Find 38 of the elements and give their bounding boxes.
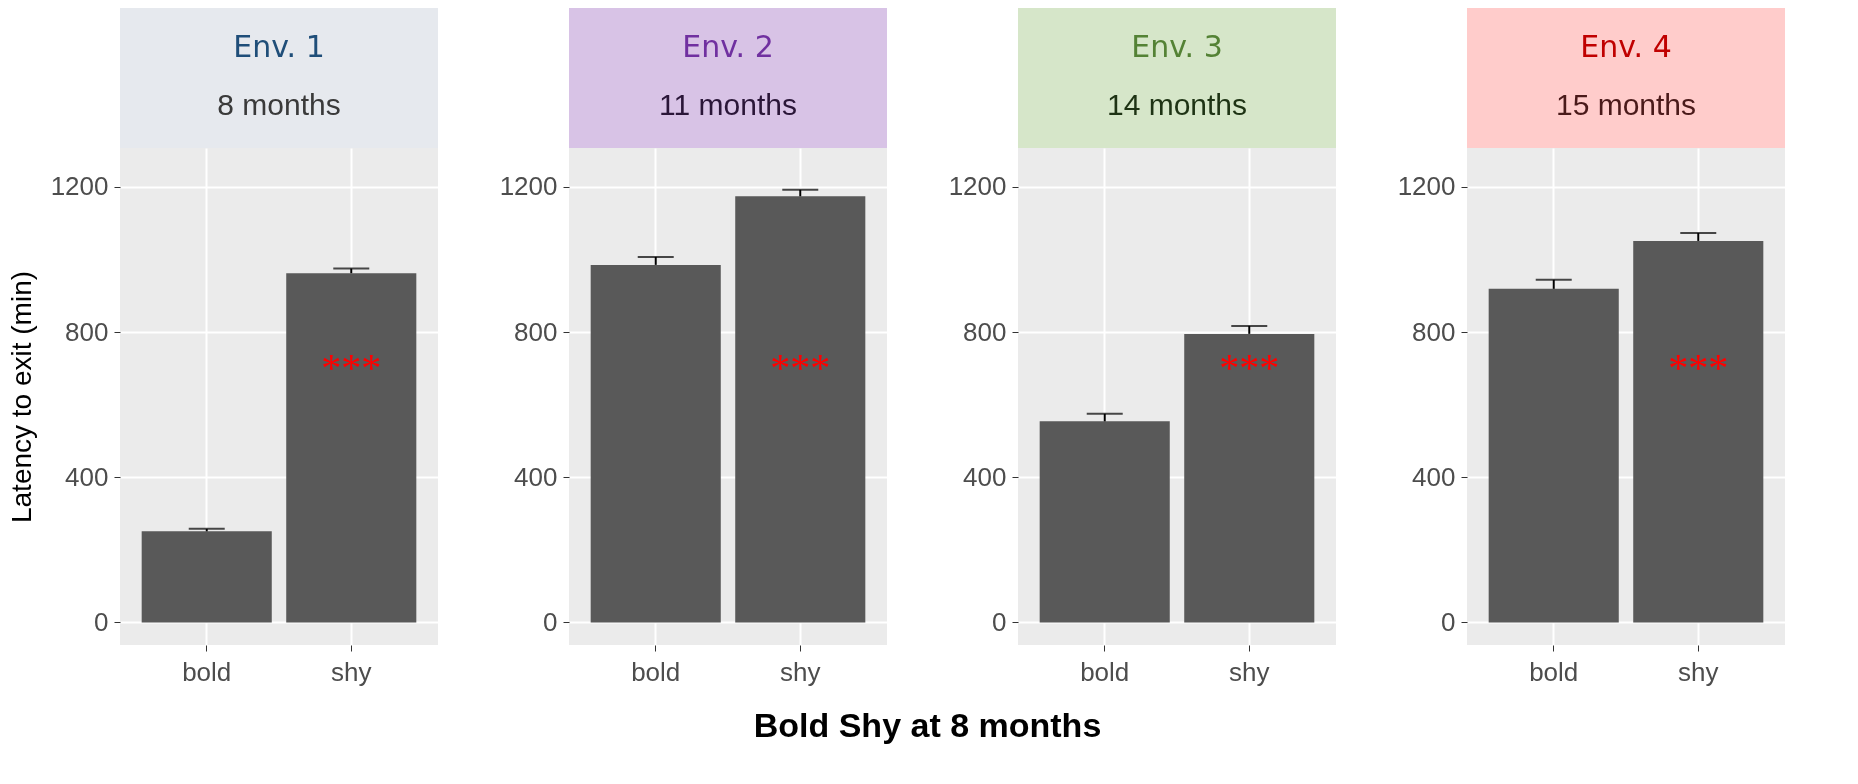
x-tick-label: bold: [1529, 656, 1579, 687]
y-tick-label: 1200: [1397, 171, 1456, 202]
x-tick-label: shy: [331, 656, 372, 687]
chart-subtitle: 15 months: [1555, 88, 1697, 121]
y-tick-label: 800: [1412, 316, 1456, 347]
chart-subtitle: 14 months: [1106, 88, 1248, 121]
y-tick-label: 800: [963, 316, 1007, 347]
chart-title: Env. 2: [682, 29, 774, 64]
x-tick-label: bold: [631, 656, 681, 687]
y-tick-label: 400: [65, 461, 109, 492]
y-tick-label: 0: [992, 606, 1007, 637]
chart-subtitle: 11 months: [659, 88, 797, 121]
y-tick-label: 1200: [948, 171, 1007, 202]
annotation: ***: [321, 345, 382, 391]
y-tick-label: 400: [514, 461, 558, 492]
y-tick-label: 0: [1441, 606, 1456, 637]
x-axis-title: Bold Shy at 8 months: [753, 705, 1102, 744]
annotation: ***: [1219, 345, 1280, 391]
y-axis-title: Latency to exit (min): [5, 270, 37, 524]
annotation: ***: [1668, 345, 1729, 391]
y-tick-label: 1200: [499, 171, 558, 202]
y-tick-label: 0: [94, 606, 109, 637]
chart-title: Env. 3: [1131, 29, 1223, 64]
y-tick-label: 400: [963, 461, 1007, 492]
y-tick-label: 800: [65, 316, 109, 347]
y-tick-label: 0: [543, 606, 558, 637]
y-tick-label: 800: [514, 316, 558, 347]
x-tick-label: shy: [1229, 656, 1270, 687]
y-tick-label: 1200: [50, 171, 109, 202]
chart-subtitle: 8 months: [217, 88, 341, 121]
chart-title: Env. 1: [233, 29, 325, 64]
x-tick-label: bold: [182, 656, 232, 687]
x-tick-label: shy: [780, 656, 821, 687]
x-tick-label: shy: [1678, 656, 1719, 687]
chart-title: Env. 4: [1580, 29, 1672, 64]
x-tick-label: bold: [1080, 656, 1130, 687]
annotation: ***: [770, 345, 831, 391]
y-tick-label: 400: [1412, 461, 1456, 492]
